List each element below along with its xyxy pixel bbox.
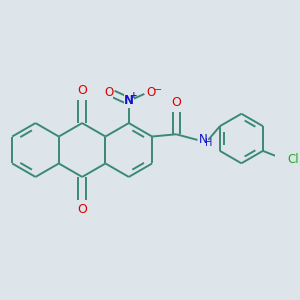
Text: −: − — [154, 85, 162, 95]
Text: H: H — [205, 138, 212, 148]
Text: O: O — [171, 96, 181, 110]
Text: N: N — [199, 134, 208, 146]
Text: O: O — [77, 203, 87, 216]
Text: Cl: Cl — [287, 153, 299, 166]
Text: O: O — [77, 84, 87, 97]
Text: O: O — [104, 86, 113, 99]
Text: O: O — [146, 86, 155, 99]
Text: +: + — [130, 91, 138, 100]
Text: N: N — [124, 94, 134, 107]
